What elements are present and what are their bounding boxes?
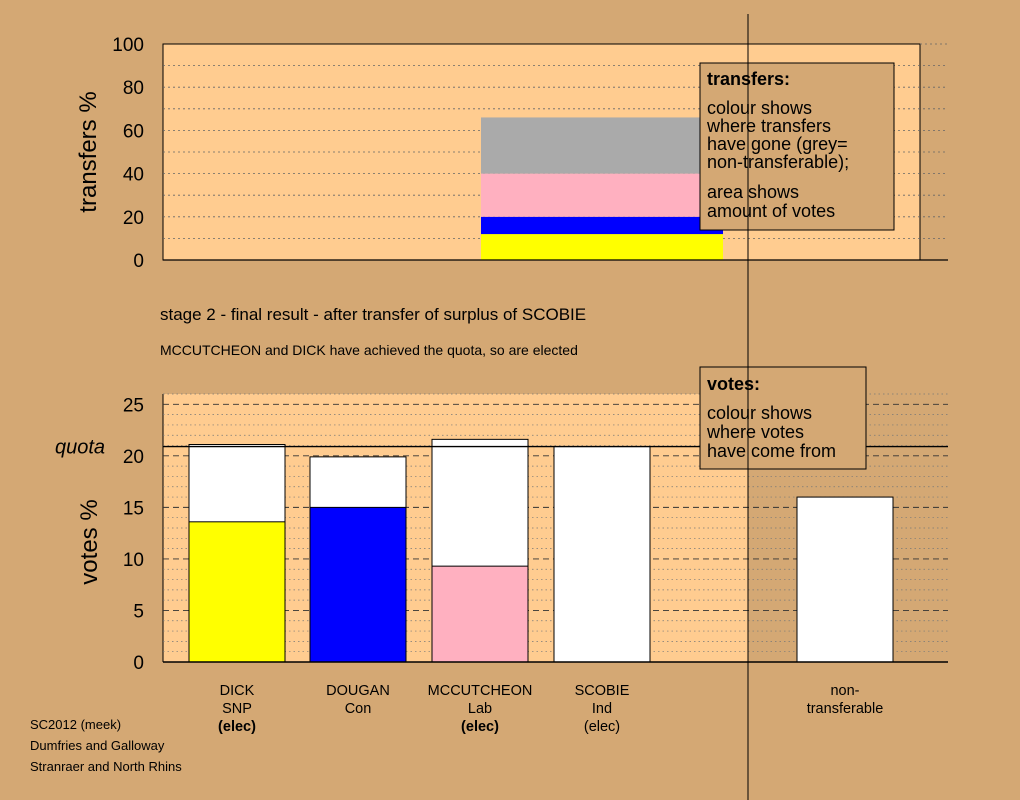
y-tick-label: 40 xyxy=(123,165,144,186)
transfer-segment xyxy=(481,234,723,260)
legend-text: where votes xyxy=(706,422,804,442)
candidate-label: SCOBIE xyxy=(575,683,630,699)
transfers-chart: 0 20 40 60 80 100 transfers % transfers: colour … xyxy=(75,35,948,272)
vote-bar-colored xyxy=(188,521,286,663)
quota-label: quota xyxy=(55,437,105,459)
legend-text: amount of votes xyxy=(707,201,835,221)
legend-text: non-transferable); xyxy=(707,152,849,172)
y-tick-label: 15 xyxy=(123,498,144,519)
candidate-label: transferable xyxy=(807,701,884,717)
footer-line: Stranraer and North Rhins xyxy=(30,759,182,774)
votes-chart: DICK SNP (elec) DOUGAN Con MCCUTCHEON Lab (elec… xyxy=(55,366,948,735)
candidate-label: MCCUTCHEON xyxy=(428,683,533,699)
y-tick-label: 80 xyxy=(123,78,144,99)
candidate-label: (elec) xyxy=(584,719,620,735)
candidate-label: (elec) xyxy=(218,719,256,735)
y-tick-label: 0 xyxy=(133,653,144,674)
footer-line: SC2012 (meek) xyxy=(30,717,121,732)
candidate-label: DICK xyxy=(220,683,255,699)
y-tick-label: 60 xyxy=(123,121,144,142)
transfer-segment xyxy=(481,117,723,174)
legend-text: colour shows xyxy=(707,403,812,423)
stage-title: stage 2 - final result - after transfer … xyxy=(160,305,586,324)
legend-text: colour shows xyxy=(707,98,812,118)
legend-text: area shows xyxy=(707,182,799,202)
footer: SC2012 (meek) Dumfries and Galloway Stra… xyxy=(30,717,182,774)
candidate-label: DOUGAN xyxy=(326,683,390,699)
candidate-label: (elec) xyxy=(461,719,499,735)
legend-title: votes: xyxy=(707,374,760,394)
stage-note: MCCUTCHEON and DICK have achieved the qu… xyxy=(160,342,578,358)
y-axis-label: votes % xyxy=(76,499,103,584)
legend-text: where transfers xyxy=(706,116,831,136)
legend-box-frame xyxy=(699,366,867,470)
candidate-label: Ind xyxy=(592,701,612,717)
candidate-label: non- xyxy=(830,683,859,699)
candidate-label: Con xyxy=(345,701,372,717)
transfer-segment xyxy=(481,173,723,217)
candidate-label: SNP xyxy=(222,701,252,717)
vote-bar xyxy=(796,496,894,663)
footer-line: Dumfries and Galloway xyxy=(30,738,165,753)
legend-box-frame xyxy=(699,62,895,231)
y-tick-label: 20 xyxy=(123,447,144,468)
legend-text: have come from xyxy=(707,441,836,461)
y-tick-label: 100 xyxy=(112,35,144,56)
legend-text: have gone (grey= xyxy=(707,134,848,154)
y-tick-label: 20 xyxy=(123,208,144,229)
y-tick-label: 0 xyxy=(133,251,144,272)
stage-description: stage 2 - final result - after transfer … xyxy=(160,305,586,358)
transfer-segment xyxy=(481,216,723,235)
vote-bar-colored xyxy=(309,506,407,663)
legend-title: transfers: xyxy=(707,69,790,89)
y-tick-label: 25 xyxy=(123,395,144,416)
vote-bar-colored xyxy=(431,565,529,663)
y-axis-label: transfers % xyxy=(75,91,102,212)
y-tick-label: 5 xyxy=(133,601,144,622)
y-tick-label: 10 xyxy=(123,550,144,571)
vote-bar xyxy=(553,446,651,663)
candidate-label: Lab xyxy=(468,701,492,717)
